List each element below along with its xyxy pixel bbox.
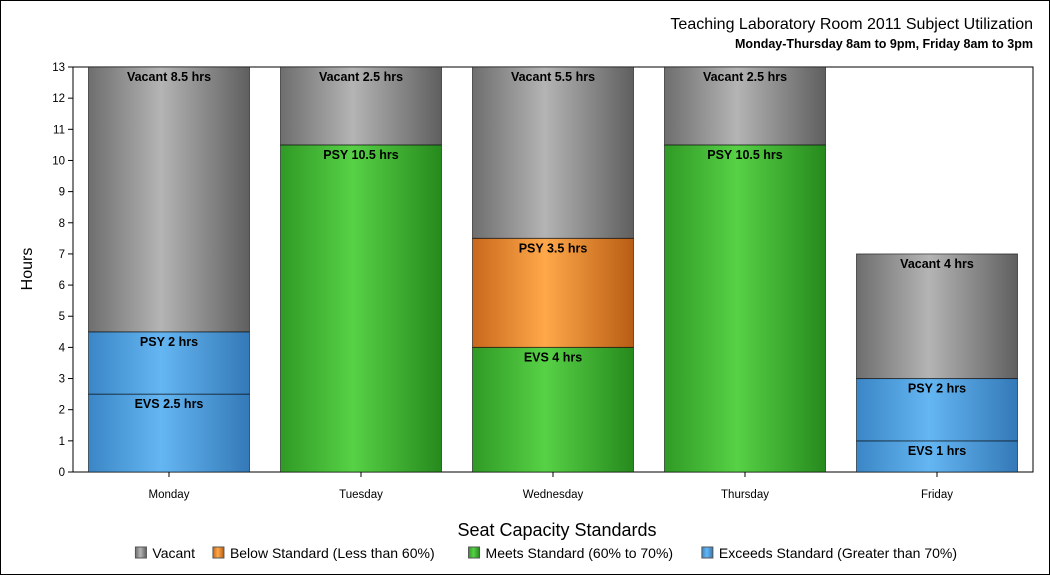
bar-segment-label: PSY 10.5 hrs [323,148,399,162]
bar-segment-exceeds [856,378,1018,442]
y-tick-label: 5 [59,311,65,323]
y-tick-label: 0 [59,467,65,479]
y-tick-label: 10 [52,155,65,167]
x-tick-label: Monday [149,489,190,501]
bar-segment-exceeds [88,331,250,395]
y-tick-label: 4 [59,342,66,354]
legend-item-below: Below Standard (Less than 60%) [212,545,435,561]
chart-subtitle: Monday-Thursday 8am to 9pm, Friday 8am t… [735,37,1033,51]
bar-segment-label: EVS 2.5 hrs [135,397,204,411]
bar-segment-label: EVS 1 hrs [908,444,966,458]
y-tick-label: 8 [59,218,65,230]
legend-item-exceeds: Exceeds Standard (Greater than 70%) [701,545,957,561]
y-tick-label: 13 [52,62,65,74]
x-tick-label: Tuesday [339,489,383,501]
y-tick-label: 12 [52,93,65,105]
bar-segment-meets [664,144,826,473]
x-tick-label: Wednesday [523,489,584,501]
legend-swatch [134,546,147,559]
legend-item-vacant: Vacant [134,545,195,561]
bar-tuesday: PSY 10.5 hrs Vacant 2.5 hrs [280,66,442,473]
bar-segment-meets [472,346,634,473]
legend-swatch [701,546,714,559]
bar-monday: EVS 2.5 hrs PSY 2 hrs Vacant 8.5 hrs [88,66,250,473]
legend-swatch [212,546,225,559]
bar-segment-label: Vacant 5.5 hrs [511,70,595,84]
bar-segment-label: PSY 2 hrs [140,335,198,349]
bar-wednesday: EVS 4 hrs PSY 3.5 hrs Vacant 5.5 hrs [472,66,634,473]
bar-thursday: PSY 10.5 hrs Vacant 2.5 hrs [664,66,826,473]
y-axis-label: Hours [19,248,36,291]
x-axis: Monday Tuesday Wednesday Thursday Friday [149,472,953,501]
x-tick-label: Friday [921,489,953,501]
legend-title: Seat Capacity Standards [457,520,656,540]
legend-item-meets: Meets Standard (60% to 70%) [468,545,674,561]
y-tick-label: 2 [59,405,65,417]
legend: Vacant Below Standard (Less than 60%) Meet… [134,545,957,561]
y-tick-label: 11 [53,124,65,136]
y-tick-label: 9 [59,187,65,199]
y-tick-label: 1 [59,436,65,448]
bar-segment-label: PSY 2 hrs [908,382,966,396]
chart-title: Teaching Laboratory Room 2011 Subject Ut… [670,16,1033,33]
y-tick-label: 3 [59,374,65,386]
bar-segment-vacant [856,253,1018,380]
legend-label: Below Standard (Less than 60%) [230,545,435,561]
bar-segment-label: EVS 4 hrs [524,350,582,364]
bar-segment-label: Vacant 2.5 hrs [703,70,787,84]
bar-segment-meets [280,144,442,473]
bar-segment-label: PSY 10.5 hrs [707,148,783,162]
bar-segment-below [472,237,634,348]
bar-segment-vacant [88,66,250,333]
bar-segment-label: PSY 3.5 hrs [519,241,588,255]
y-tick-label: 7 [59,249,65,261]
bar-segment-exceeds [88,393,250,473]
x-tick-label: Thursday [721,489,769,501]
bars-group: EVS 2.5 hrs PSY 2 hrs Vacant 8.5 hrs PSY 10… [88,66,1018,473]
bar-segment-vacant [664,66,826,146]
y-tick-label: 6 [59,280,65,292]
bar-segment-label: Vacant 8.5 hrs [127,70,211,84]
legend-label: Meets Standard (60% to 70%) [486,545,674,561]
legend-label: Exceeds Standard (Greater than 70%) [719,545,957,561]
bar-segment-label: Vacant 4 hrs [900,257,974,271]
bar-segment-label: Vacant 2.5 hrs [319,70,403,84]
bar-friday: EVS 1 hrs PSY 2 hrs Vacant 4 hrs [856,253,1018,473]
legend-label: Vacant [152,545,195,561]
legend-swatch [468,546,481,559]
bar-segment-vacant [280,66,442,146]
bar-segment-vacant [472,66,634,239]
